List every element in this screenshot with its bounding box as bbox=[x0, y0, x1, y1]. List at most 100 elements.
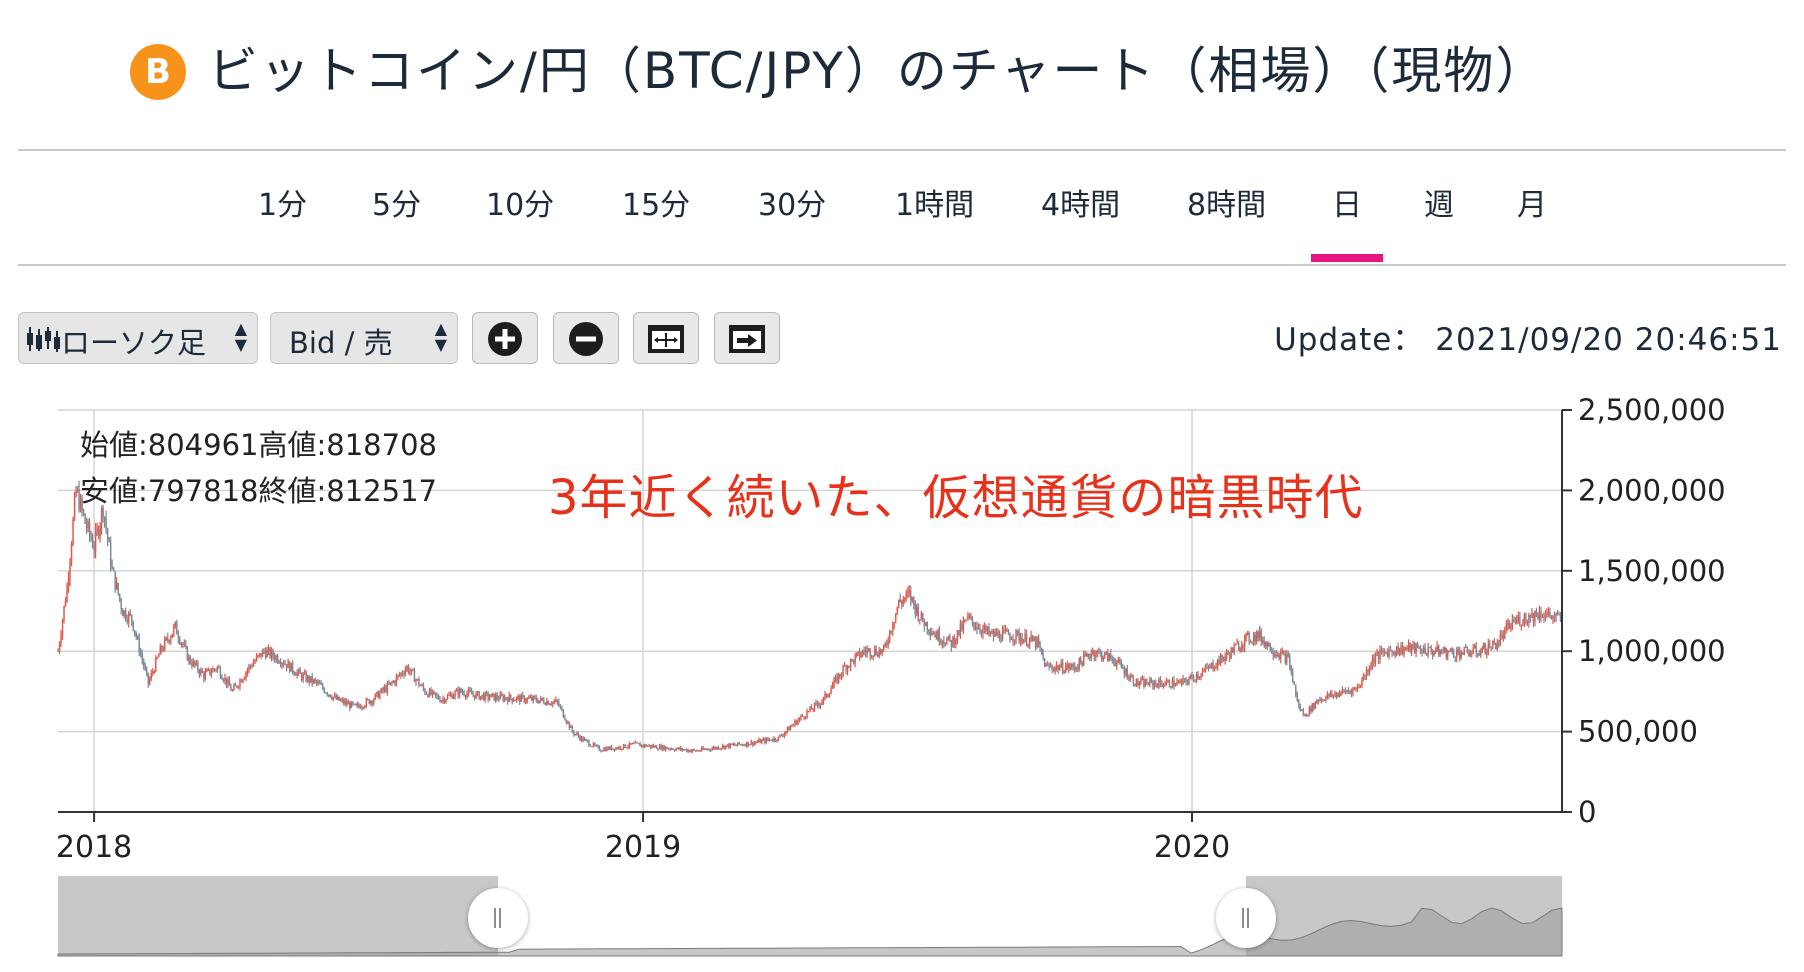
low-value: 797818 bbox=[147, 474, 259, 508]
candle-body bbox=[78, 489, 80, 511]
candle-body bbox=[200, 669, 202, 675]
candle-body bbox=[511, 698, 513, 702]
candle-body bbox=[1430, 647, 1432, 652]
candle-body bbox=[750, 741, 753, 745]
navigator-right-handle[interactable] bbox=[1216, 888, 1276, 948]
candle-body bbox=[783, 733, 786, 736]
candle-body bbox=[1558, 614, 1560, 616]
candle-body bbox=[645, 744, 647, 747]
candle-body bbox=[941, 641, 944, 644]
zoom-out-button[interactable] bbox=[553, 312, 619, 364]
open-label: 始値: bbox=[80, 428, 148, 462]
tab-month[interactable]: 月 bbox=[1517, 188, 1547, 223]
tab-1min[interactable]: 1分 bbox=[258, 188, 308, 223]
chart-type-select[interactable]: ローソク足 ▲ ▼ bbox=[18, 312, 258, 364]
candle-body bbox=[535, 697, 537, 701]
candle-body bbox=[427, 694, 429, 697]
candle-body bbox=[785, 731, 787, 734]
fit-button[interactable] bbox=[633, 312, 699, 364]
candle-body bbox=[1445, 647, 1447, 657]
candle-body bbox=[1233, 645, 1235, 653]
candle-body bbox=[1025, 633, 1028, 646]
candle-body bbox=[722, 745, 724, 749]
candle-body bbox=[1033, 638, 1035, 641]
candle-body bbox=[446, 695, 449, 700]
candle-body bbox=[1125, 669, 1127, 675]
candle-body bbox=[606, 747, 608, 751]
tab-8hour[interactable]: 8時間 bbox=[1187, 188, 1267, 223]
candle-body bbox=[1528, 614, 1530, 624]
candle-body bbox=[237, 686, 240, 688]
candle-body bbox=[1367, 670, 1369, 673]
candle-body bbox=[1319, 700, 1321, 702]
candle-body bbox=[478, 691, 480, 700]
candle-body bbox=[753, 742, 756, 746]
candle-body bbox=[604, 748, 607, 751]
candle-body bbox=[704, 749, 706, 751]
zoom-in-button[interactable] bbox=[472, 312, 538, 364]
tab-4hour[interactable]: 4時間 bbox=[1041, 188, 1121, 223]
scroll-end-icon bbox=[729, 325, 765, 353]
candle-body bbox=[1004, 629, 1007, 631]
candle-body bbox=[1459, 651, 1461, 658]
candle-body bbox=[153, 671, 155, 673]
candle-body bbox=[664, 747, 667, 750]
tab-week[interactable]: 週 bbox=[1424, 188, 1454, 223]
candle-body bbox=[538, 700, 540, 703]
tab-day[interactable]: 日 bbox=[1332, 188, 1362, 223]
candle-body bbox=[1531, 612, 1533, 618]
candle-body bbox=[514, 700, 516, 702]
candle-body bbox=[1316, 701, 1318, 703]
candle-body bbox=[815, 702, 817, 704]
y-tick-label: 2,000,000 bbox=[1578, 473, 1726, 507]
candle-body bbox=[926, 622, 929, 631]
candle-body bbox=[1024, 633, 1026, 640]
candle-body bbox=[1245, 633, 1247, 637]
candle-body bbox=[565, 720, 568, 723]
candle-body bbox=[679, 747, 682, 750]
tab-10min[interactable]: 10分 bbox=[486, 188, 555, 223]
candle-body bbox=[147, 672, 149, 684]
candle-body bbox=[735, 745, 738, 747]
candle-body bbox=[1406, 647, 1408, 649]
candle-body bbox=[571, 726, 574, 732]
tab-5min[interactable]: 5分 bbox=[372, 188, 422, 223]
candle-body bbox=[1016, 630, 1019, 633]
candle-body bbox=[183, 644, 186, 646]
candle-body bbox=[1037, 637, 1040, 645]
candle-body bbox=[494, 695, 497, 701]
candle-body bbox=[1126, 669, 1129, 679]
tab-1hour[interactable]: 1時間 bbox=[895, 188, 975, 223]
candle-body bbox=[713, 747, 715, 749]
candle-body bbox=[475, 692, 477, 699]
candle-body bbox=[364, 705, 366, 708]
candle-body bbox=[833, 679, 835, 686]
candle-body bbox=[1487, 643, 1490, 652]
candle-body bbox=[144, 666, 146, 669]
navigator-left-handle[interactable] bbox=[468, 888, 528, 948]
candle-body bbox=[667, 748, 670, 750]
candle-body bbox=[476, 691, 479, 693]
candle-body bbox=[206, 670, 208, 672]
candle-body bbox=[851, 659, 853, 661]
candle-body bbox=[158, 654, 160, 658]
candle-body bbox=[795, 720, 798, 725]
x-tick-label: 2018 bbox=[56, 830, 132, 865]
candle-body bbox=[523, 696, 525, 702]
candle-body bbox=[1415, 644, 1417, 653]
scroll-end-button[interactable] bbox=[714, 312, 780, 364]
candle-body bbox=[1084, 654, 1086, 656]
candle-body bbox=[269, 648, 271, 658]
candle-body bbox=[1225, 652, 1228, 657]
price-chart[interactable]: 0 500,000 1,000,000 1,500,000 2,000,000 2,500… bbox=[0, 390, 1804, 972]
candle-body bbox=[627, 746, 629, 748]
price-type-select[interactable]: Bid / 売 ▲ ▼ bbox=[270, 312, 458, 364]
candle-body bbox=[589, 745, 592, 747]
candle-body bbox=[852, 659, 855, 664]
candle-body bbox=[696, 750, 698, 752]
candle-body bbox=[1504, 628, 1506, 639]
title-bar: B ビットコイン/円（BTC/JPY）のチャート（相場）（現物） bbox=[0, 0, 1804, 148]
candle-body bbox=[1489, 643, 1491, 649]
tab-30min[interactable]: 30分 bbox=[758, 188, 827, 223]
tab-15min[interactable]: 15分 bbox=[622, 188, 691, 223]
